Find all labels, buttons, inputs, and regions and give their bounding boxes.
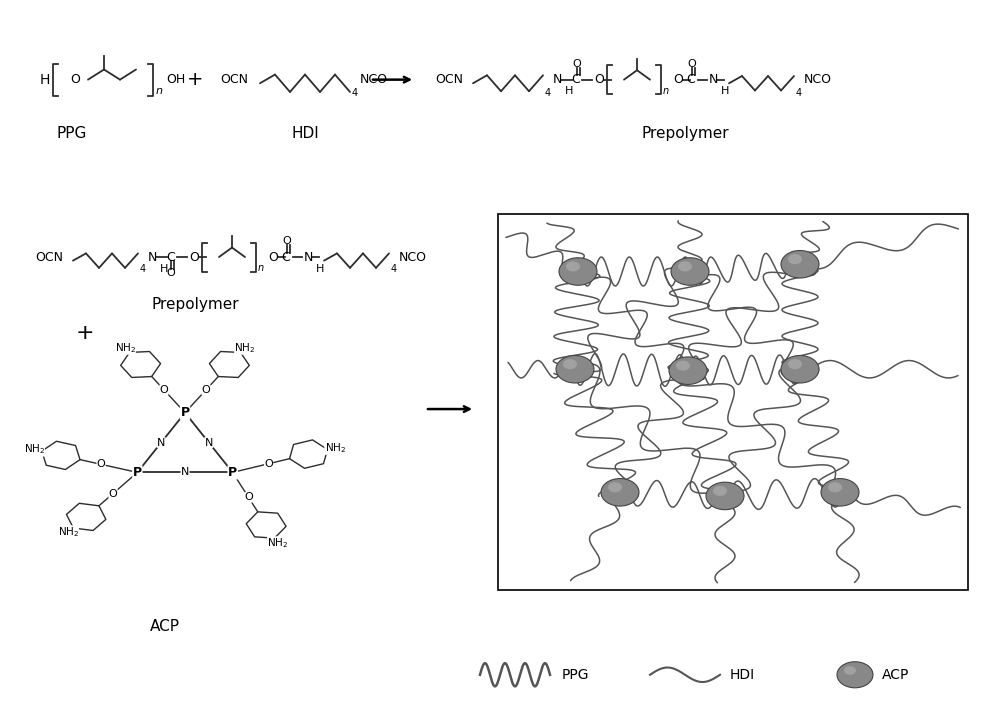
- Text: H: H: [160, 264, 168, 274]
- Text: O: O: [189, 251, 199, 264]
- Circle shape: [671, 258, 709, 285]
- Text: C: C: [167, 251, 175, 264]
- Text: n: n: [663, 85, 669, 96]
- Circle shape: [669, 357, 707, 384]
- Circle shape: [781, 251, 819, 278]
- Text: C: C: [572, 73, 580, 86]
- Text: N: N: [157, 437, 165, 447]
- Text: PPG: PPG: [562, 668, 590, 682]
- Text: NH$_2$: NH$_2$: [24, 442, 45, 456]
- Text: P: P: [228, 466, 237, 479]
- Text: H: H: [721, 86, 729, 96]
- Text: N: N: [148, 251, 157, 264]
- Text: N: N: [181, 468, 189, 477]
- Text: NH$_2$: NH$_2$: [267, 536, 288, 550]
- Circle shape: [559, 258, 597, 285]
- Circle shape: [821, 479, 859, 506]
- Text: O: O: [70, 73, 80, 86]
- Text: OH: OH: [166, 73, 185, 86]
- Text: PPG: PPG: [57, 127, 87, 141]
- Text: O: O: [573, 59, 581, 69]
- Circle shape: [781, 355, 819, 383]
- Text: O: O: [109, 489, 117, 499]
- Text: H: H: [40, 72, 50, 87]
- Text: NCO: NCO: [360, 73, 388, 86]
- Text: H: H: [565, 86, 573, 96]
- Bar: [498, 214, 968, 590]
- Text: O: O: [160, 384, 168, 395]
- Circle shape: [678, 261, 692, 272]
- Text: O: O: [283, 236, 291, 246]
- Text: O: O: [594, 73, 604, 86]
- Text: OCN: OCN: [435, 73, 463, 86]
- Circle shape: [706, 482, 744, 510]
- Circle shape: [788, 254, 802, 264]
- Text: Prepolymer: Prepolymer: [151, 297, 239, 311]
- Text: HDI: HDI: [730, 668, 755, 682]
- Text: O: O: [202, 384, 210, 395]
- Text: O: O: [268, 251, 278, 264]
- Text: n: n: [258, 263, 264, 273]
- Circle shape: [844, 666, 856, 675]
- Text: 4: 4: [545, 88, 551, 98]
- Text: 4: 4: [796, 88, 802, 98]
- Text: 4: 4: [391, 264, 397, 274]
- Text: O: O: [97, 459, 105, 469]
- Text: O: O: [673, 73, 683, 86]
- Text: N: N: [709, 73, 718, 86]
- Text: N: N: [205, 437, 213, 447]
- Circle shape: [713, 486, 727, 496]
- Text: NH$_2$: NH$_2$: [325, 441, 346, 455]
- Text: n: n: [156, 85, 163, 96]
- Circle shape: [601, 479, 639, 506]
- Text: OCN: OCN: [220, 73, 248, 86]
- Text: O: O: [167, 268, 175, 278]
- Text: ACP: ACP: [882, 668, 909, 682]
- Text: NCO: NCO: [399, 251, 427, 264]
- Text: NH$_2$: NH$_2$: [115, 341, 136, 355]
- Circle shape: [563, 359, 577, 369]
- Text: C: C: [687, 73, 695, 86]
- Circle shape: [837, 662, 873, 688]
- Circle shape: [788, 359, 802, 369]
- Text: P: P: [133, 466, 142, 479]
- Circle shape: [566, 261, 580, 272]
- Text: ACP: ACP: [150, 619, 180, 634]
- Text: P: P: [180, 406, 190, 419]
- Text: NH$_2$: NH$_2$: [58, 526, 79, 539]
- Circle shape: [676, 361, 690, 371]
- Text: N: N: [304, 251, 313, 264]
- Circle shape: [828, 482, 842, 492]
- Text: HDI: HDI: [291, 127, 319, 141]
- Text: +: +: [76, 323, 94, 343]
- Text: 4: 4: [140, 264, 146, 274]
- Text: NH$_2$: NH$_2$: [234, 341, 255, 355]
- Text: OCN: OCN: [35, 251, 63, 264]
- Text: O: O: [244, 492, 253, 502]
- Text: H: H: [316, 264, 324, 274]
- Text: NCO: NCO: [804, 73, 832, 86]
- Text: Prepolymer: Prepolymer: [641, 127, 729, 141]
- Text: C: C: [282, 251, 290, 264]
- Text: 4: 4: [352, 88, 358, 98]
- Text: O: O: [688, 59, 696, 69]
- Text: O: O: [264, 459, 273, 468]
- Text: N: N: [553, 73, 562, 86]
- Circle shape: [608, 482, 622, 492]
- Circle shape: [556, 355, 594, 383]
- Text: +: +: [187, 70, 203, 89]
